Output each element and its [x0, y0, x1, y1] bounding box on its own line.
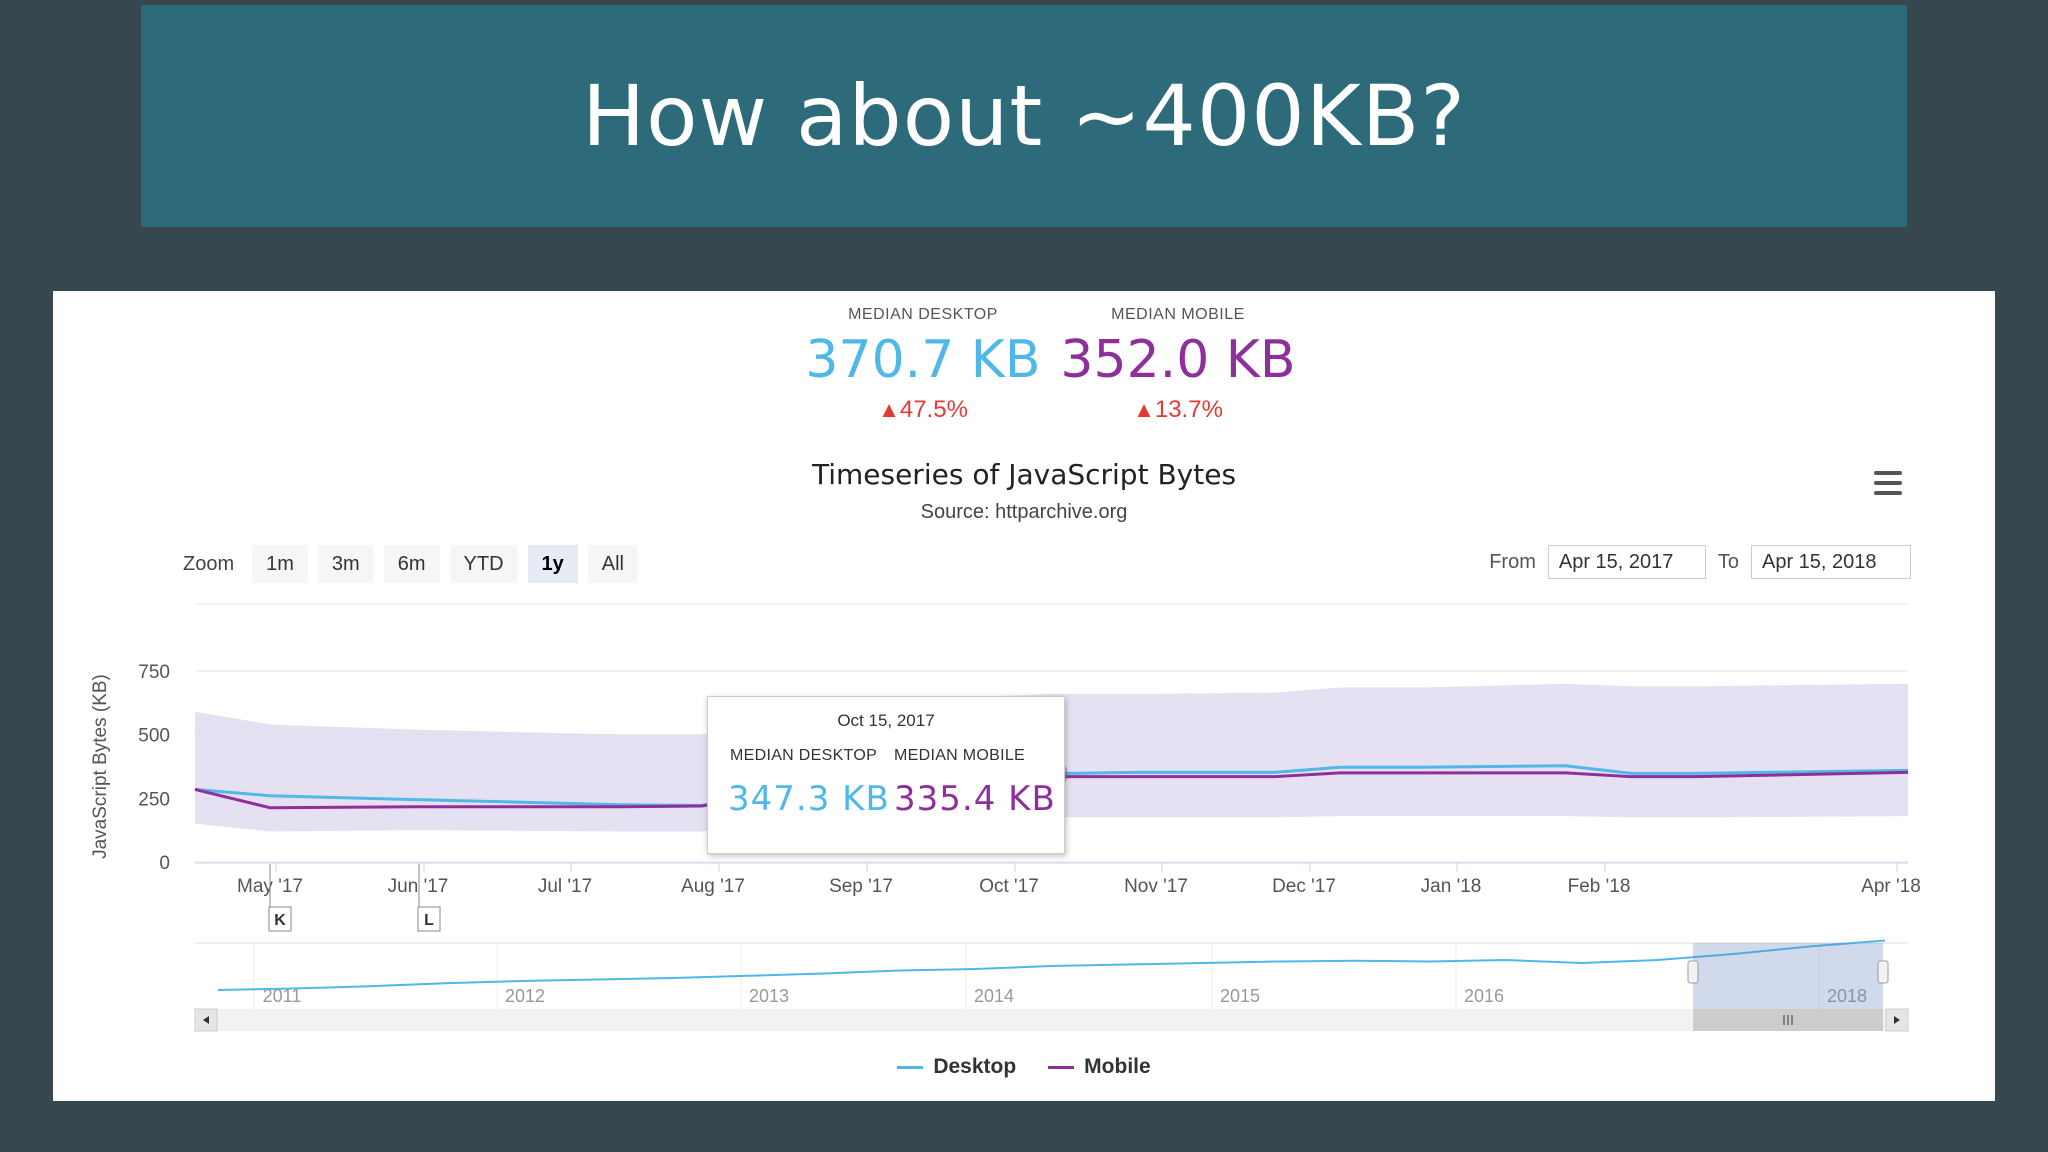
navigator-year-label: 2012 [505, 986, 545, 1006]
x-tick-label: Aug '17 [681, 876, 745, 897]
slide-title-bar: How about ~400KB? [141, 5, 1907, 227]
legend-mobile-swatch [1048, 1066, 1074, 1069]
navigator-series-line [218, 941, 1885, 991]
x-tick-label: Jul '17 [538, 876, 592, 897]
legend-mobile-label: Mobile [1084, 1055, 1151, 1079]
flag-label: K [274, 912, 286, 929]
navigator-left-handle[interactable] [1688, 961, 1698, 983]
y-axis-label: JavaScript Bytes (KB) [90, 674, 111, 859]
x-tick-label: Feb '18 [1568, 876, 1631, 897]
chart-tooltip: Oct 15, 2017 MEDIAN DESKTOP MEDIAN MOBIL… [707, 696, 1065, 854]
legend-item-mobile[interactable]: Mobile [1048, 1055, 1151, 1079]
legend-item-desktop[interactable]: Desktop [897, 1055, 1016, 1079]
x-tick-label: Dec '17 [1272, 876, 1336, 897]
x-tick-label: Oct '17 [979, 876, 1039, 897]
chart-panel: MEDIAN DESKTOP 370.7 KB ▲47.5% MEDIAN MO… [53, 291, 1995, 1101]
tooltip-date: Oct 15, 2017 [708, 711, 1064, 731]
navigator-scrollbar-track[interactable] [195, 1009, 1908, 1031]
navigator-year-label: 2015 [1220, 986, 1260, 1006]
tooltip-mobile-value: 335.4 KB [894, 779, 1056, 819]
x-tick-label: Apr '18 [1861, 876, 1921, 897]
x-tick-label: Nov '17 [1124, 876, 1188, 897]
navigator-year-label: 2016 [1464, 986, 1504, 1006]
x-tick-label: Jun '17 [388, 876, 449, 897]
legend-desktop-label: Desktop [933, 1055, 1016, 1079]
y-tick-label: 0 [159, 853, 170, 874]
y-tick-label: 250 [138, 789, 170, 810]
chart-legend: Desktop Mobile [53, 1055, 1995, 1079]
navigator-year-label: 2014 [974, 986, 1014, 1006]
slide-title: How about ~400KB? [582, 67, 1466, 165]
legend-desktop-swatch [897, 1066, 923, 1069]
tooltip-desktop-value: 347.3 KB [728, 779, 890, 819]
navigator-selection[interactable] [1693, 943, 1883, 1009]
tooltip-desktop-label: MEDIAN DESKTOP [730, 747, 877, 765]
y-tick-label: 500 [138, 726, 170, 747]
x-tick-label: Jan '18 [1421, 876, 1482, 897]
y-tick-label: 750 [138, 662, 170, 683]
navigator-year-label: 2013 [749, 986, 789, 1006]
flag-label: L [424, 912, 434, 929]
navigator-right-handle[interactable] [1878, 961, 1888, 983]
tooltip-mobile-label: MEDIAN MOBILE [894, 747, 1025, 765]
x-tick-label: Sep '17 [829, 876, 893, 897]
